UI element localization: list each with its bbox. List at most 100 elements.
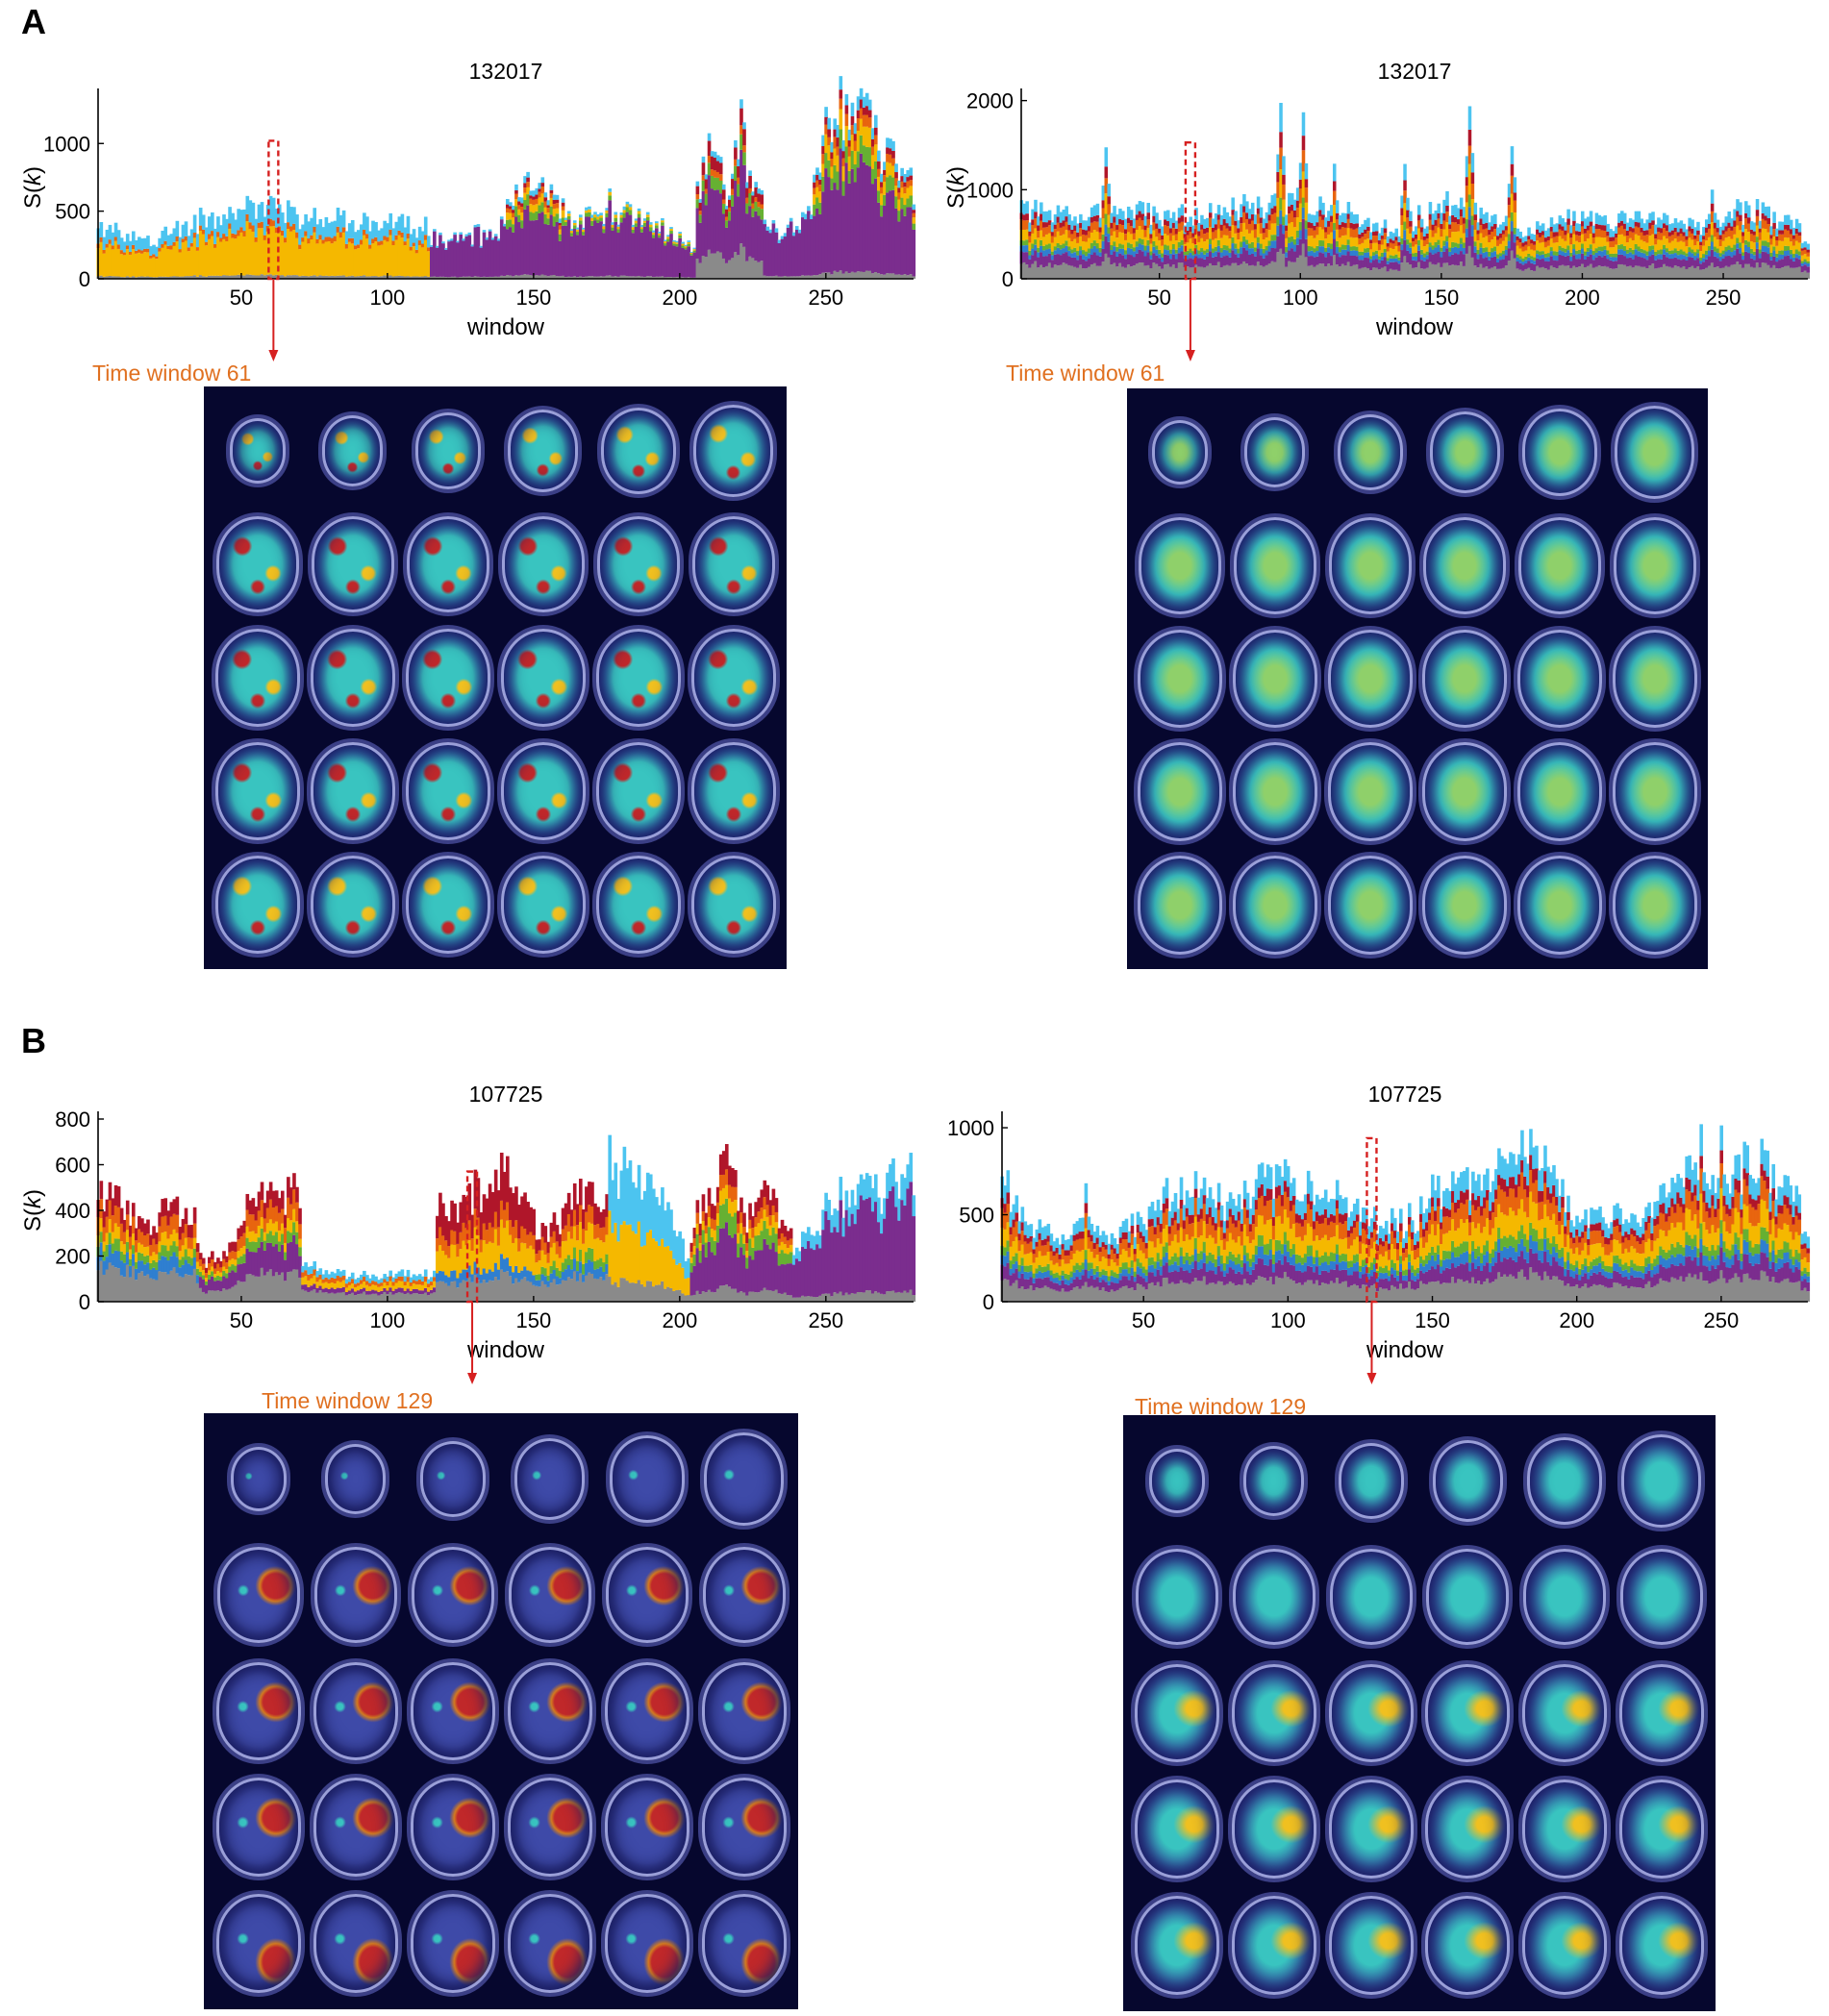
bar-a_right-149-purple <box>1437 251 1441 263</box>
bar-b_left-272-purple <box>889 1190 892 1292</box>
bar-b_left-94-cyan <box>368 1278 372 1283</box>
bar-a_right-44-blue <box>1140 244 1145 252</box>
bar-a_left-67-cyan <box>289 207 293 227</box>
bar-b_left-18-gray <box>146 1274 150 1302</box>
bar-a_right-211-blue <box>1612 257 1616 261</box>
bar-a_right-170-green <box>1496 254 1500 259</box>
bar-a_left-161-gray <box>564 277 568 279</box>
bar-b_left-143-red <box>512 1192 515 1228</box>
bar-a_left-80-cyan <box>327 222 332 237</box>
bar-b_left-51-purple <box>242 1262 247 1282</box>
bar-b_left-28-gray <box>175 1273 180 1302</box>
bar-b_left-162-blue <box>566 1264 571 1278</box>
bar-a_right-250-red <box>1721 230 1726 235</box>
bar-b_left-209-yellow <box>704 1233 709 1243</box>
bar-a_right-113-cyan <box>1335 200 1340 213</box>
bar-a_right-260-red <box>1749 229 1754 235</box>
bar-a_right-129-yellow <box>1380 244 1385 253</box>
bar-a_right-72-cyan <box>1219 214 1224 225</box>
bar-a_right-139-green <box>1409 242 1413 248</box>
bar-b_left-162-orange <box>566 1213 571 1232</box>
bar-b_left-21-green <box>155 1261 159 1271</box>
bar-a_right-11-red <box>1047 220 1052 226</box>
bar-b_left-137-gray <box>493 1277 498 1302</box>
bar-a_right-123-blue <box>1364 252 1367 258</box>
bar-a_right-105-gray <box>1313 266 1316 279</box>
bar-a_left-131-purple <box>476 226 481 277</box>
bar-a_left-78-orange <box>321 239 326 244</box>
bar-a_left-226-orange <box>754 197 758 202</box>
bar-a_right-135-purple <box>1397 263 1401 271</box>
bar-b_left-271-gray <box>886 1291 889 1302</box>
bar-a_right-91-gray <box>1273 261 1277 279</box>
bar-a_left-47-orange <box>231 233 235 238</box>
bar-a_right-53-orange <box>1165 226 1170 236</box>
bar-a_right-110-red <box>1327 220 1331 227</box>
bar-a_left-98-gray <box>380 276 384 279</box>
bar-a_right-114-orange <box>1338 229 1342 238</box>
bar-a_right-167-orange <box>1488 235 1491 242</box>
bar-a_right-163-red <box>1476 230 1481 235</box>
bar-a_left-23-gray <box>161 276 164 279</box>
bar-b_left-274-gray <box>894 1292 898 1302</box>
bar-b_left-88-gray <box>350 1292 355 1302</box>
bar-b_left-205-red <box>692 1228 697 1239</box>
bar-a_left-250-yellow <box>824 134 828 154</box>
bar-b_left-44-yellow <box>222 1266 226 1271</box>
x-axis-label-a_right: window <box>1375 314 1454 340</box>
bar-a_left-222-cyan <box>742 122 746 130</box>
bar-a_right-91-purple <box>1273 248 1277 262</box>
bar-a_right-68-yellow <box>1208 227 1213 239</box>
bar-b_left-152-yellow <box>538 1260 542 1275</box>
bar-a_right-82-blue <box>1248 248 1252 255</box>
bar-a_right-234-orange <box>1676 236 1681 242</box>
bar-a_left-23-yellow <box>161 247 164 277</box>
bar-b_left-53-gray <box>248 1274 253 1302</box>
bar-b_left-93-cyan <box>365 1275 369 1282</box>
bar-a_right-107-cyan <box>1318 196 1322 211</box>
bar-b_left-168-red <box>585 1186 589 1212</box>
bar-a_right-208-orange <box>1603 231 1607 238</box>
bar-a_right-30-red <box>1101 200 1106 209</box>
bar-a_right-155-orange <box>1454 222 1458 233</box>
bar-a_right-154-green <box>1451 241 1455 248</box>
bar-b_left-40-red <box>211 1251 214 1259</box>
bar-a_left-127-cyan <box>464 234 469 236</box>
bar-a_right-175-gray <box>1510 250 1515 279</box>
bar-a_left-239-gray <box>791 276 796 279</box>
bar-a_right-53-purple <box>1165 255 1170 264</box>
bar-a_right-144-red <box>1422 236 1427 240</box>
bar-a_left-157-yellow <box>552 209 557 217</box>
bar-a_left-102-orange <box>391 240 396 246</box>
bar-a_left-194-yellow <box>661 220 664 223</box>
bar-a_left-120-gray <box>444 277 448 279</box>
bar-b_left-5-red <box>108 1182 113 1201</box>
bar-b_left-111-gray <box>417 1294 422 1302</box>
bar-a_left-32-orange <box>187 247 191 252</box>
bar-a_right-275-orange <box>1791 238 1796 246</box>
bar-a_right-49-purple <box>1155 255 1159 264</box>
bar-b_left-251-purple <box>827 1220 831 1294</box>
bar-a_left-83-orange <box>336 226 340 233</box>
bar-a_right-141-blue <box>1415 256 1418 261</box>
bar-a_left-8-gray <box>116 276 121 279</box>
bar-a_right-78-yellow <box>1237 239 1240 249</box>
bar-a_right-81-purple <box>1245 250 1249 264</box>
bar-b_left-53-red <box>248 1200 253 1215</box>
bar-a_right-158-purple <box>1462 254 1466 266</box>
bar-a_right-88-gray <box>1265 264 1269 279</box>
bar-b_left-101-purple <box>388 1287 393 1292</box>
bar-b_left-212-yellow <box>713 1230 717 1241</box>
bar-a_right-190-blue <box>1552 255 1557 261</box>
bar-a_right-199-gray <box>1578 266 1582 279</box>
bar-a_left-140-gray <box>502 275 507 279</box>
bar-a_left-253-cyan <box>833 118 838 130</box>
bar-a_right-65-orange <box>1200 229 1204 238</box>
bar-a_right-23-red <box>1082 229 1086 235</box>
bar-a_right-42-orange <box>1135 219 1140 231</box>
bar-a_right-28-green <box>1095 242 1100 249</box>
bar-b_left-45-gray <box>225 1289 229 1302</box>
bar-b_left-40-purple <box>211 1276 214 1291</box>
bar-a_left-35-yellow <box>195 250 200 277</box>
bar-a_left-166-yellow <box>578 217 583 221</box>
